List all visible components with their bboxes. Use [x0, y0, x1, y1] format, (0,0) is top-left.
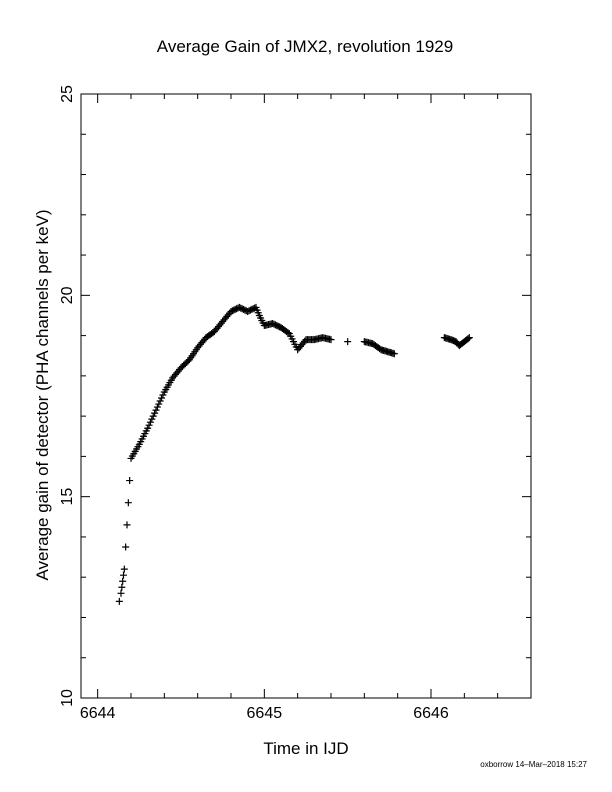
data-point-dense [122, 543, 130, 551]
data-point-dense [284, 329, 292, 337]
data-point-dense [145, 421, 153, 429]
y-tick-label: 25 [59, 85, 76, 103]
data-point [118, 583, 126, 591]
data-point-dense [149, 412, 157, 420]
y-tick-label: 15 [59, 488, 76, 506]
data-point-dense [126, 477, 134, 485]
data-point [390, 350, 398, 358]
data-point-dense [464, 335, 472, 343]
plot-frame [80, 93, 532, 699]
x-axis-label: Time in IJD [263, 739, 348, 758]
footer-stamp: oxborrow 14–Mar–2018 15:27 [480, 760, 587, 769]
y-tick-label: 20 [59, 286, 76, 304]
data-point [119, 577, 127, 585]
data-point-dense [158, 394, 166, 402]
y-axis-label: Average gain of detector (PHA channels p… [33, 209, 52, 580]
data-point [152, 406, 160, 414]
data-point [117, 589, 125, 597]
y-tick-labels: 10 15 20 25 [59, 85, 76, 707]
x-tick-labels: 6644 6645 6646 [80, 705, 449, 722]
data-point-dense [156, 397, 164, 405]
x-tick-label: 6646 [413, 705, 449, 722]
data-point [120, 565, 128, 573]
data-point [465, 334, 473, 342]
data-point [144, 424, 152, 432]
data-point-dense [123, 521, 131, 529]
data-point-dense [146, 418, 154, 426]
chart-title: Average Gain of JMX2, revolution 1929 [157, 37, 453, 56]
data-point [120, 571, 127, 579]
data-point-dense [159, 391, 167, 399]
data-point-dense [155, 400, 163, 408]
data-point [327, 336, 335, 344]
y-tick-label: 10 [59, 689, 76, 707]
x-tick-label: 6644 [80, 705, 116, 722]
data-points [115, 303, 473, 605]
data-point-dense [148, 415, 156, 423]
data-point [115, 597, 123, 605]
data-point-dense [151, 409, 159, 417]
axis-ticks [81, 93, 532, 699]
x-tick-label: 6645 [247, 705, 283, 722]
data-point [344, 338, 352, 346]
data-point-dense [124, 499, 132, 507]
data-point-dense [153, 403, 161, 411]
